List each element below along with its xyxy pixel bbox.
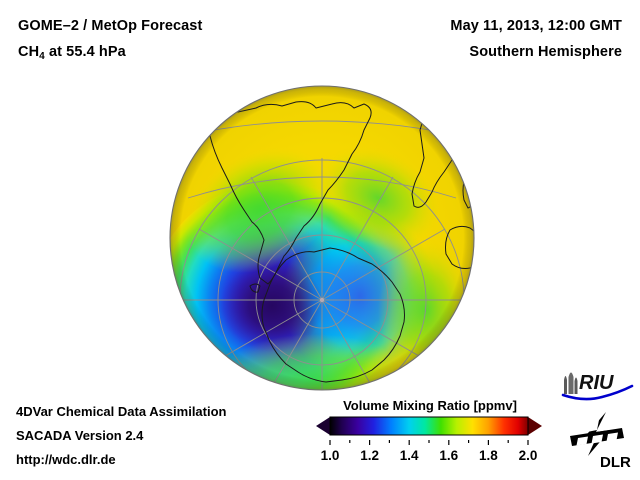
colorbar-cap-low: [316, 417, 330, 435]
colorbar: [312, 414, 546, 438]
colorbar-cap-high: [528, 417, 542, 435]
colorbar-tickmarks: [312, 440, 546, 462]
dlr-logo: DLR: [566, 410, 634, 472]
colorbar-gradient: [330, 417, 528, 435]
species-subscript: 4: [39, 51, 45, 62]
version-label: SACADA Version 2.4: [16, 428, 144, 443]
colorbar-tick-label: 1.0: [320, 448, 340, 463]
dlr-wordmark: DLR: [600, 454, 631, 471]
colorbar-tick-label: 2.0: [518, 448, 538, 463]
riu-swoosh-icon: [561, 384, 634, 401]
method-label: 4DVar Chemical Data Assimilation: [16, 404, 227, 419]
colorbar-tick-label: 1.4: [399, 448, 419, 463]
south-pole-marker: [319, 297, 325, 303]
colorbar-tick-label: 1.2: [360, 448, 379, 463]
region-label: Southern Hemisphere: [469, 44, 622, 60]
species-suffix: at 55.4 hPa: [44, 44, 126, 60]
page-title: GOME–2 / MetOp Forecast: [18, 18, 203, 34]
colorbar-title: Volume Mixing Ratio [ppmv]: [343, 398, 517, 413]
colorbar-tick-label: 1.6: [439, 448, 459, 463]
coastline-new-zealand: [425, 371, 445, 387]
colorbar-frame: [329, 416, 529, 436]
riu-towers-icon: [564, 372, 578, 394]
dlr-mark-icon: [570, 412, 624, 456]
riu-wordmark: RIU: [579, 372, 614, 394]
riu-logo: RIU: [560, 368, 634, 402]
colorbar-tick-label: 1.8: [479, 448, 498, 463]
species-level-label: CH4 at 55.4 hPa: [18, 44, 126, 62]
globe-disk: [169, 85, 475, 391]
globe-limb-shading: [170, 86, 474, 390]
source-url[interactable]: http://wdc.dlr.de: [16, 452, 116, 467]
colorbar-tick-labels: 1.0 1.2 1.4 1.6 1.8 2.0: [300, 448, 558, 468]
globe-outline: [169, 85, 475, 391]
species-prefix: CH: [18, 44, 40, 60]
datetime-label: May 11, 2013, 12:00 GMT: [450, 18, 622, 34]
globe-map: [164, 78, 478, 394]
